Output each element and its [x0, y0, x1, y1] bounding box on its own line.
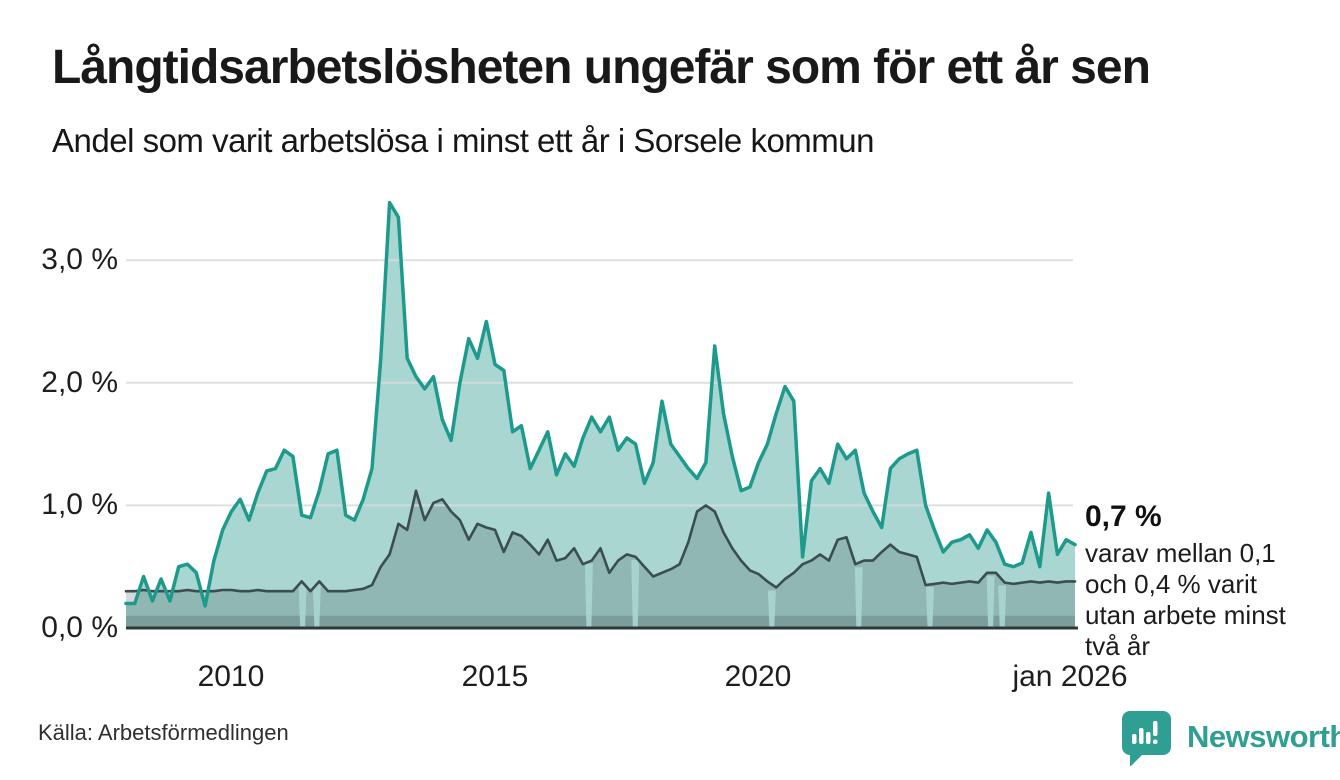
y-axis-label-3: 3,0 %	[41, 243, 118, 276]
x-axis-label-2020: 2020	[724, 660, 792, 693]
page-title: Långtidsarbetslösheten ungefär som för e…	[52, 41, 1151, 94]
newsworthy-bubble-icon	[1122, 711, 1171, 766]
band-gap-notch	[854, 567, 863, 627]
band-gap-notch	[584, 563, 593, 627]
band-gap-notch	[986, 575, 995, 627]
band-gap-notch	[631, 559, 640, 627]
x-axis-label-2010: 2010	[197, 660, 265, 693]
band-gap-notch	[925, 586, 934, 627]
x-axis-label-2015: 2015	[461, 660, 529, 693]
band-gap-notch	[767, 590, 776, 627]
source-line: Källa: Arbetsförmedlingen	[38, 720, 289, 745]
band-gap-notch	[998, 585, 1007, 627]
band-area-two-year-lower-strip	[126, 615, 1075, 628]
brand-name: Newsworthy	[1187, 719, 1340, 754]
end-annotation-value: 0,7 %	[1085, 500, 1162, 533]
series-area-one-year	[126, 202, 1075, 628]
band-upper-line	[124, 489, 1077, 593]
series-line-one-year	[124, 200, 1077, 608]
brand-logo: Newsworthy	[1118, 708, 1340, 766]
y-axis-label-2: 2,0 %	[41, 366, 118, 399]
end-annotation-note: varav mellan 0,1 och 0,4 % varit utan ar…	[1085, 538, 1286, 661]
bar-chart-glyph	[1132, 721, 1158, 744]
x-axis-label-jan-2026: jan 2026	[1012, 660, 1128, 693]
y-axis-label-1: 1,0 %	[41, 488, 118, 521]
page-subtitle: Andel som varit arbetslösa i minst ett å…	[52, 122, 875, 159]
band-gap-notch	[298, 584, 307, 627]
band-area-two-year-upper	[126, 490, 1075, 628]
end-annotation: 0,7 % varav mellan 0,1 och 0,4 % varit u…	[1085, 500, 1305, 662]
y-axis-label-0: 0,0 %	[41, 611, 118, 644]
band-gap-notch	[312, 584, 321, 627]
